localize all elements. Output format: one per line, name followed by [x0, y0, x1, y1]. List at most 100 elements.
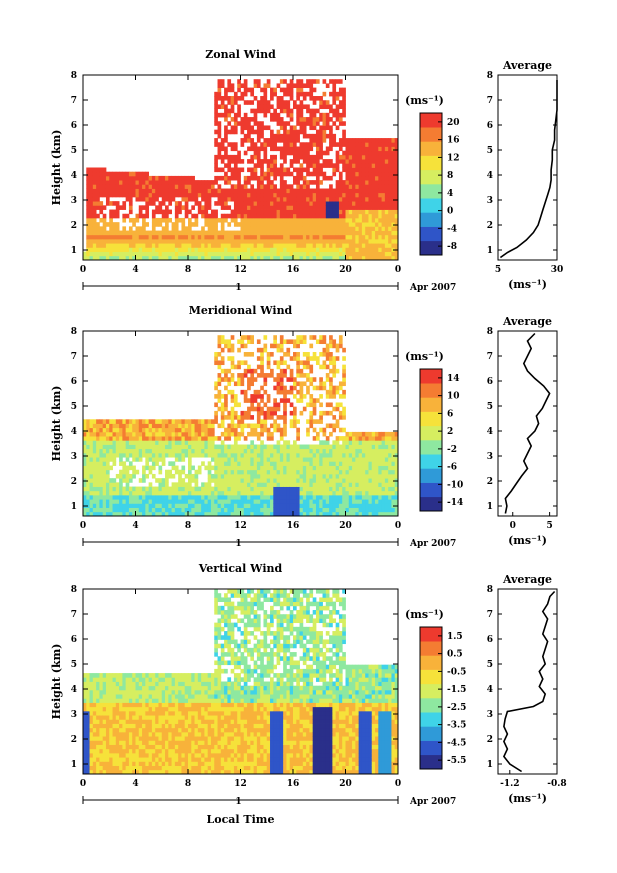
heatmap-cell	[312, 503, 317, 508]
heatmap-cell	[332, 201, 337, 206]
heatmap-cell	[109, 234, 113, 240]
heatmap-cell	[348, 511, 353, 517]
heatmap-cell	[348, 499, 353, 504]
heatmap-cell	[237, 112, 241, 118]
heatmap-cell	[181, 431, 186, 437]
heatmap-cell	[240, 205, 245, 210]
heatmap-cell	[83, 478, 87, 483]
heatmap-cell	[352, 188, 356, 194]
heatmap-cell	[243, 486, 248, 492]
heatmap-cell	[210, 457, 215, 462]
heatmap-cell	[83, 452, 87, 458]
heatmap-cell	[102, 251, 107, 257]
heatmap-cell	[224, 511, 228, 517]
heatmap-cell	[309, 394, 314, 399]
heatmap-cell	[168, 448, 172, 454]
heatmap-cell	[342, 213, 346, 219]
heatmap-cell	[338, 213, 343, 219]
heatmap-cell	[358, 444, 363, 450]
heatmap-cell	[263, 347, 268, 353]
heatmap-cell	[96, 444, 100, 450]
heatmap-cell	[286, 352, 291, 357]
heatmap-cell	[355, 159, 360, 164]
heatmap-cell	[227, 222, 232, 227]
heatmap-cell	[247, 368, 251, 374]
heatmap-cell	[158, 482, 163, 487]
heatmap-cell	[338, 121, 343, 126]
heatmap-cell	[99, 238, 104, 244]
heatmap-cell	[188, 222, 192, 227]
heatmap-cell	[273, 159, 277, 164]
heatmap-cell	[86, 452, 90, 458]
heatmap-cell	[266, 163, 271, 168]
heatmap-cell	[322, 457, 327, 462]
heatmap-cell	[388, 146, 392, 152]
heatmap-cell	[361, 251, 366, 257]
heatmap-cell	[306, 490, 310, 496]
heatmap-cell	[329, 389, 333, 395]
heatmap-cell	[335, 192, 340, 198]
heatmap-cell	[224, 108, 228, 114]
heatmap-cell	[132, 255, 136, 261]
colorbar-tick-label: 4	[447, 189, 453, 199]
heatmap-cell	[191, 247, 195, 252]
heatmap-cell	[237, 486, 241, 492]
heatmap-cell	[378, 226, 382, 231]
heatmap-cell	[378, 217, 382, 223]
heatmap-cell	[279, 104, 284, 110]
heatmap-cell	[306, 222, 310, 227]
heatmap-cell	[142, 465, 146, 471]
heatmap-cell	[230, 125, 235, 131]
heatmap-cell	[378, 167, 382, 173]
heatmap-cell	[168, 440, 172, 445]
heatmap-cell	[142, 238, 146, 244]
heatmap-cell	[227, 377, 232, 382]
heatmap-cell	[158, 423, 163, 429]
heatmap-cell	[394, 213, 399, 219]
heatmap-cell	[109, 222, 113, 227]
heatmap-cell	[312, 142, 317, 147]
heatmap-cell	[371, 188, 376, 194]
heatmap-cell	[384, 469, 389, 475]
heatmap-cell	[361, 247, 366, 252]
heatmap-cell	[306, 494, 310, 500]
heatmap-cell	[358, 486, 363, 492]
heatmap-cell	[352, 209, 356, 215]
heatmap-cell	[319, 394, 323, 399]
heatmap-cell	[148, 494, 153, 500]
heatmap-cell	[329, 238, 333, 244]
heatmap-cell	[335, 79, 340, 84]
heatmap-cell	[302, 507, 307, 513]
heatmap-cell	[276, 373, 281, 378]
heatmap-cell	[214, 419, 218, 424]
heatmap-cell	[237, 423, 241, 429]
heatmap-cell	[115, 419, 120, 424]
heatmap-cell	[158, 431, 163, 437]
heatmap-cell	[342, 255, 346, 261]
heatmap-cell	[204, 238, 209, 244]
heatmap-cell	[348, 238, 353, 244]
heatmap-cell	[270, 209, 274, 215]
heatmap-cell	[266, 490, 271, 496]
heatmap-cell	[125, 247, 130, 252]
heatmap-cell	[365, 154, 369, 160]
heatmap-cell	[178, 251, 182, 257]
heatmap-cell	[302, 196, 307, 202]
heatmap-cell	[125, 243, 130, 248]
heatmap-cell	[237, 444, 241, 450]
heatmap-cell	[128, 440, 133, 445]
heatmap-cell	[214, 494, 218, 500]
heatmap-cell	[332, 163, 337, 168]
heatmap-cell	[335, 494, 340, 500]
heatmap-cell	[375, 230, 379, 236]
heatmap-cell	[279, 377, 284, 382]
heatmap-cell	[237, 184, 241, 189]
heatmap-cell	[345, 473, 350, 479]
heatmap-cell	[388, 486, 392, 492]
heatmap-cell	[273, 503, 277, 508]
heatmap-cell	[279, 335, 284, 340]
heatmap-cell	[253, 234, 258, 240]
heatmap-cell	[181, 503, 186, 508]
heatmap-cell	[201, 184, 205, 189]
heatmap-cell	[115, 184, 120, 189]
